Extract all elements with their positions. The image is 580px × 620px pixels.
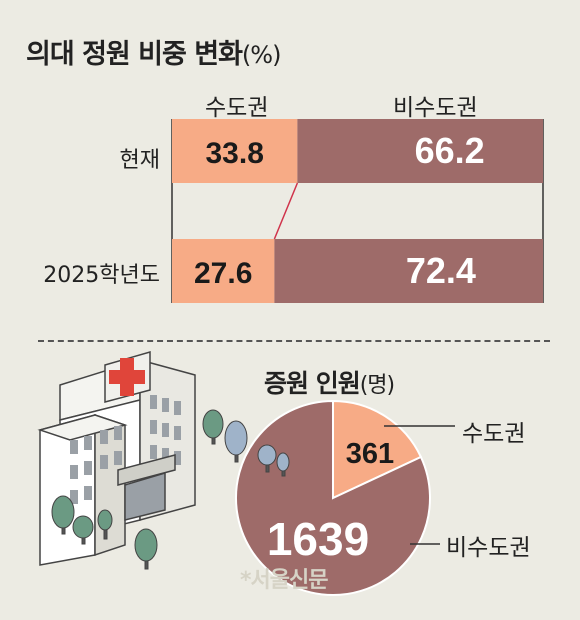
pie-legend-capital: 수도권 [462,421,526,447]
section-divider [38,340,550,342]
chart-title-unit: (%) [241,41,282,69]
bar-legend-capital: 수도권 [205,95,269,121]
bar-0-1 [297,119,543,183]
stacked-bar-chart: 33.8 66.2 27.6 72.4 [171,119,544,303]
bar-0-0 [172,119,298,183]
watermark-logo: *서울신문 [240,568,328,593]
bar-label-0-1: 66.2 [415,130,485,171]
pie-slice-0 [332,399,423,500]
pie-slice-1 [235,399,431,596]
bar-label-1-0: 27.6 [194,257,252,290]
row-label-2025: 2025학년도 [43,263,160,288]
hospital-entrance [117,454,176,521]
split-connector [273,182,299,240]
bar-1-1 [274,239,543,303]
bar-label-1-1: 72.4 [406,250,476,291]
pie-title-text: 증원 인원 [264,369,361,398]
pie-tree-icons [257,444,290,477]
chart-title-text: 의대 정원 비중 변화 [26,39,243,70]
pie-value-0: 361 [346,438,394,470]
pie-legend-noncapital: 비수도권 [446,535,531,561]
chart-title: 의대 정원 비중 변화(%) [26,32,282,71]
pie-value-1: 1639 [267,513,369,565]
bar-label-0-0: 33.8 [206,137,264,170]
row-label-current: 현재 [119,148,160,173]
pie-title: 증원 인원(명) [264,364,395,400]
red-cross-icon [104,351,151,403]
bar-1-0 [172,239,275,303]
tree-icons [51,409,248,570]
pie-title-unit: (명) [359,373,395,398]
bar-legend-noncapital: 비수도권 [393,95,478,121]
building-windows [70,395,181,504]
